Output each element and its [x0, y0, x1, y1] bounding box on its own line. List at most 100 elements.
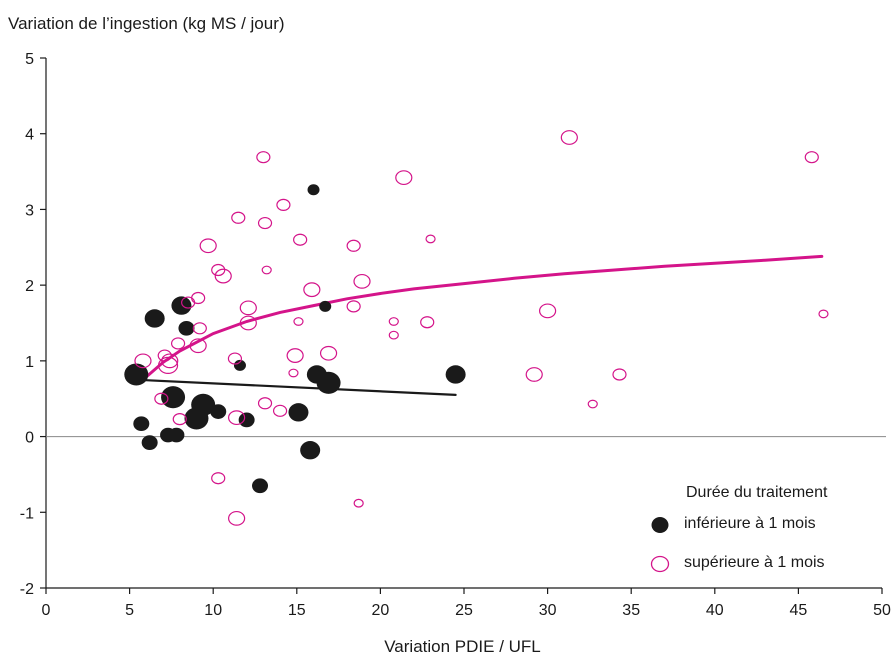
x-tick-label: 5 [125, 602, 134, 619]
trend-line-short [136, 378, 457, 396]
y-tick-label: -2 [20, 581, 34, 598]
point-long [388, 317, 399, 326]
point-short [307, 184, 320, 196]
point-long [353, 498, 364, 508]
point-long [227, 352, 243, 365]
point-short [144, 309, 165, 328]
point-short [319, 300, 332, 312]
point-long [272, 404, 288, 417]
point-long [228, 510, 246, 526]
point-long [346, 300, 361, 313]
x-tick-label: 40 [706, 602, 724, 619]
y-tick-label: 2 [25, 278, 34, 295]
x-tick-label: 45 [790, 602, 808, 619]
legend-marker-short [651, 517, 669, 533]
point-short [191, 393, 216, 416]
point-short [233, 359, 246, 371]
point-short [168, 427, 185, 443]
legend-label-short: inférieure à 1 mois [684, 515, 816, 532]
point-short [171, 296, 192, 315]
point-long [199, 238, 217, 254]
point-long [353, 273, 371, 289]
point-long [170, 337, 186, 350]
legend-title: Durée du traitement [686, 484, 828, 501]
point-short [445, 365, 466, 384]
point-long [538, 303, 557, 319]
point-short [124, 363, 149, 386]
point-long [388, 330, 399, 340]
point-long [154, 392, 169, 405]
point-short [300, 441, 321, 460]
point-long [395, 170, 413, 186]
point-long [587, 399, 598, 409]
point-long [157, 356, 179, 374]
x-axis-label: Variation PDIE / UFL [384, 637, 541, 656]
point-long [192, 322, 207, 335]
point-short [210, 404, 227, 419]
point-long [189, 338, 207, 354]
point-short [133, 416, 150, 432]
x-tick-label: 35 [622, 602, 640, 619]
y-tick-label: 5 [25, 51, 34, 68]
trend-lines [136, 254, 824, 396]
point-short [252, 478, 269, 494]
x-tick-label: 25 [455, 602, 473, 619]
point-long [239, 315, 257, 331]
trend-line-long [141, 254, 824, 382]
point-long [804, 151, 819, 164]
point-long [211, 472, 226, 485]
point-long [286, 348, 304, 363]
x-tick-label: 10 [204, 602, 222, 619]
point-long [134, 353, 152, 369]
point-short [178, 320, 195, 336]
legend-label-long: supérieure à 1 mois [684, 554, 825, 571]
point-long [818, 309, 829, 319]
y-axis-label: Variation de l’ingestion (kg MS / jour) [8, 14, 285, 33]
data-points [124, 130, 829, 526]
point-long [239, 300, 257, 316]
point-long [261, 265, 272, 275]
point-long [293, 317, 304, 326]
y-tick-label: 4 [25, 127, 34, 144]
point-long [420, 316, 435, 329]
legend-markers [650, 517, 670, 573]
point-short [288, 403, 309, 422]
point-short [316, 371, 341, 394]
y-tick-label: 1 [25, 354, 34, 371]
point-long [157, 349, 172, 362]
x-tick-label: 20 [372, 602, 390, 619]
point-long [346, 239, 361, 252]
point-long [172, 413, 187, 426]
point-long [288, 368, 299, 378]
point-long [612, 368, 627, 381]
point-short [238, 412, 255, 428]
point-short [161, 386, 186, 409]
y-tick-label: 0 [25, 430, 34, 447]
point-long [191, 291, 206, 305]
point-long [257, 216, 273, 230]
y-tick-label: 3 [25, 202, 34, 219]
x-tick-label: 50 [873, 602, 891, 619]
y-tick-label: -1 [20, 505, 34, 522]
point-long [276, 198, 291, 211]
point-long [525, 367, 543, 382]
point-long [319, 345, 338, 361]
point-long [293, 233, 308, 246]
point-long [257, 397, 273, 410]
point-long [211, 263, 226, 277]
point-long [303, 282, 321, 298]
point-short [141, 435, 158, 450]
x-tick-label: 30 [539, 602, 557, 619]
point-long [231, 211, 246, 224]
x-tick-label: 0 [42, 602, 51, 619]
point-long [425, 234, 436, 244]
point-long [560, 130, 578, 145]
x-tick-label: 15 [288, 602, 306, 619]
point-long [214, 268, 232, 284]
point-long [256, 151, 271, 164]
point-long [228, 410, 246, 426]
point-long [161, 353, 179, 369]
legend-marker-long [650, 555, 670, 573]
